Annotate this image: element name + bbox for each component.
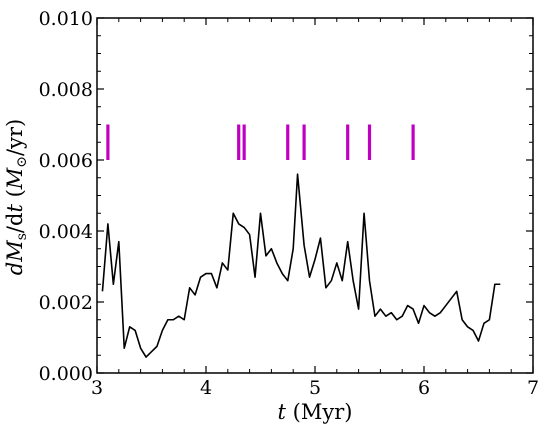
y-tick-label: 0.004: [39, 221, 93, 243]
y-axis-label: dMs/dt (M⊙/yr): [3, 119, 30, 275]
y-tick-label: 0.000: [39, 363, 93, 385]
x-tick-label: 3: [91, 377, 103, 399]
x-tick-label: 6: [418, 377, 430, 399]
y-tick-label: 0.006: [39, 150, 93, 172]
y-tick-label: 0.010: [39, 8, 93, 30]
series-line: [101, 173, 501, 358]
y-tick-label: 0.008: [39, 79, 93, 101]
plot-frame: [96, 17, 534, 374]
x-tick-label: 7: [527, 377, 539, 399]
x-tick-label: 5: [309, 377, 321, 399]
y-tick-label: 0.002: [39, 292, 93, 314]
x-tick-label: 4: [200, 377, 212, 399]
plot-layer: 3 4 5 6 7 0.000 0.002 0.004 0.006 0.008 0.010: [39, 8, 539, 399]
x-axis-label: t (Myr): [278, 400, 353, 424]
